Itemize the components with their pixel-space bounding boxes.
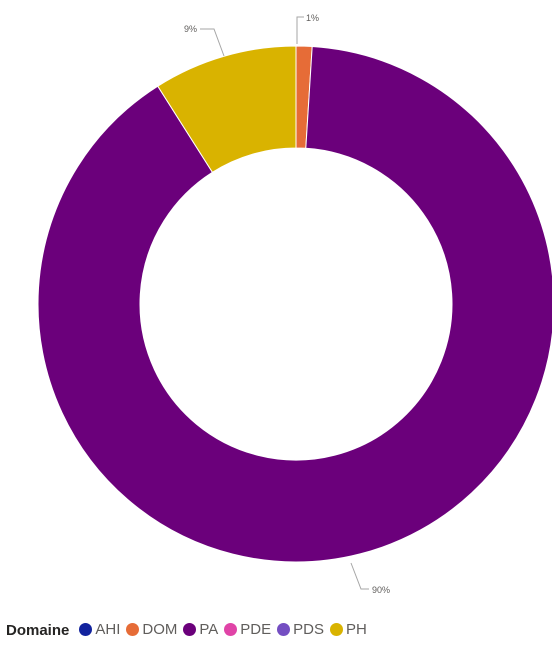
legend-title: Domaine — [6, 621, 70, 639]
legend-swatch-pde — [224, 622, 238, 636]
legend-item-ph[interactable]: PH — [329, 620, 367, 638]
legend-swatch-ahi — [79, 622, 93, 636]
slice-pa[interactable] — [37, 45, 552, 563]
legend-label-dom: DOM — [142, 620, 178, 638]
legend-swatch-ph — [329, 622, 343, 636]
donut-slices — [37, 45, 552, 563]
leader-line-pa — [350, 562, 369, 590]
data-labels: 1% 90% 9% — [184, 13, 390, 595]
legend-item-dom[interactable]: DOM — [126, 621, 177, 638]
legend-label-pde: PDE — [240, 620, 272, 638]
data-label-ph: 9% — [184, 24, 197, 34]
legend-label-ph: PH — [345, 620, 367, 638]
slice-ph[interactable] — [157, 45, 297, 173]
legend-items: AHI DOM PA PDE PDS PH — [79, 621, 372, 640]
legend-label-pa: PA — [199, 620, 219, 638]
data-label-pa: 90% — [372, 585, 390, 595]
data-label-dom: 1% — [306, 13, 319, 23]
legend-item-pde[interactable]: PDE — [224, 621, 271, 638]
leader-line-dom — [296, 16, 304, 44]
legend-label-ahi: AHI — [95, 620, 121, 638]
leader-line-ph — [200, 28, 225, 57]
legend-item-pa[interactable]: PA — [183, 621, 218, 638]
legend-swatch-dom — [126, 622, 140, 636]
legend: Domaine AHI DOM PA PDE PDS PH — [6, 618, 373, 642]
legend-swatch-pds — [277, 622, 291, 636]
legend-item-pds[interactable]: PDS — [277, 621, 324, 638]
legend-swatch-pa — [183, 622, 197, 636]
legend-label-pds: PDS — [293, 620, 324, 638]
legend-item-ahi[interactable]: AHI — [79, 621, 120, 638]
